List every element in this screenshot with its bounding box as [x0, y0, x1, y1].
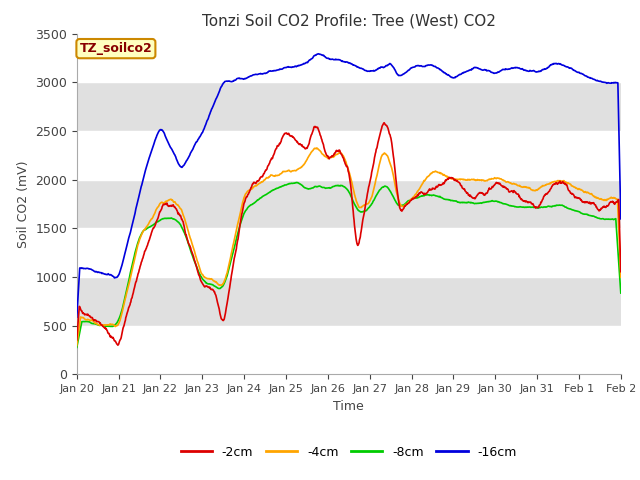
- Legend: -2cm, -4cm, -8cm, -16cm: -2cm, -4cm, -8cm, -16cm: [175, 441, 522, 464]
- X-axis label: Time: Time: [333, 400, 364, 413]
- Bar: [77, 131, 621, 180]
- Title: Tonzi Soil CO2 Profile: Tree (West) CO2: Tonzi Soil CO2 Profile: Tree (West) CO2: [202, 13, 496, 28]
- Bar: [77, 34, 621, 82]
- Text: TZ_soilco2: TZ_soilco2: [79, 42, 152, 55]
- Bar: [77, 277, 621, 326]
- Bar: [77, 82, 621, 131]
- Bar: [77, 326, 621, 374]
- Bar: [77, 180, 621, 228]
- Y-axis label: Soil CO2 (mV): Soil CO2 (mV): [17, 160, 29, 248]
- Bar: [77, 228, 621, 277]
